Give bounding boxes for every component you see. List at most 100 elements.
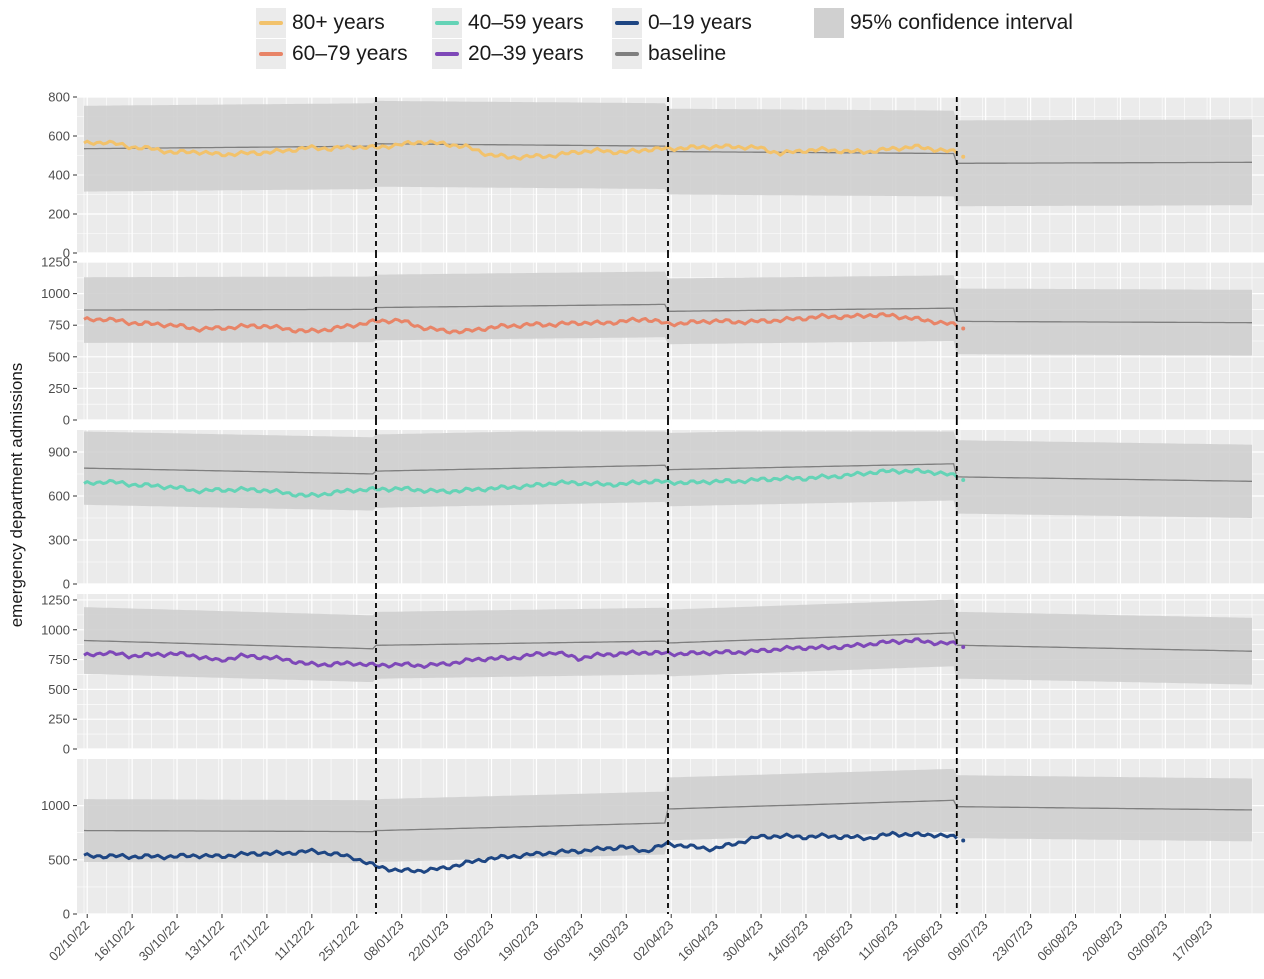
legend-label-80plus: 80+ years — [292, 11, 385, 34]
legend-key-80plus — [256, 8, 286, 38]
x-tick-label: 25/12/22 — [315, 918, 361, 964]
series-line — [83, 139, 377, 158]
legend-item-60-79: 60–79 years — [256, 39, 408, 69]
x-tick-label: 19/03/23 — [585, 918, 631, 964]
x-tick-label: 13/11/22 — [181, 918, 227, 964]
panel-3: 0 250 500 750 1000 1250 — [41, 592, 1264, 757]
y-tick-label: 1000 — [41, 286, 70, 301]
legend-label-40-59: 40–59 years — [468, 11, 584, 34]
series-point — [961, 645, 966, 650]
confidence-band — [376, 431, 668, 508]
y-tick-label: 1000 — [41, 622, 70, 637]
x-tick-label: 03/09/23 — [1124, 918, 1170, 964]
series-line — [667, 312, 958, 328]
baseline-line — [956, 476, 1252, 482]
baseline-line — [668, 632, 958, 646]
baseline-line — [84, 306, 377, 311]
y-tick-label: 300 — [48, 533, 70, 548]
confidence-band — [668, 108, 957, 207]
legend-key-0-19 — [612, 8, 642, 38]
y-tick-label: 600 — [48, 489, 70, 504]
y-tick-label: 400 — [48, 168, 70, 183]
baseline-line — [83, 829, 377, 833]
confidence-band — [668, 599, 957, 679]
x-tick-label: 05/03/23 — [540, 918, 586, 964]
y-tick-label: 900 — [48, 445, 70, 460]
baseline-line — [668, 463, 958, 478]
y-tick-label: 1250 — [41, 592, 70, 607]
series-line — [375, 478, 669, 495]
legend-item-80plus: 80+ years — [256, 8, 385, 38]
y-tick-label: 1000 — [41, 798, 70, 813]
legend-key-40-59 — [432, 8, 462, 38]
x-tick-label: 08/01/23 — [360, 918, 406, 964]
y-tick-label: 750 — [48, 318, 70, 333]
x-tick-label: 23/07/23 — [989, 918, 1035, 964]
series-point — [961, 477, 966, 482]
x-tick-label: 25/06/23 — [899, 918, 945, 964]
x-tick-label: 16/04/23 — [675, 918, 721, 964]
legend-item-20-39: 20–39 years — [432, 39, 584, 69]
y-tick-label: 0 — [63, 577, 70, 592]
panel-1: 0 250 500 750 1000 1250 — [41, 255, 1264, 428]
series-line — [667, 467, 958, 486]
series-line — [375, 139, 669, 161]
x-tick-label: 27/11/22 — [226, 918, 272, 964]
legend-label-60-79: 60–79 years — [292, 42, 408, 65]
baseline-line — [83, 639, 377, 650]
legend-label-0-19: 0–19 years — [648, 11, 752, 34]
x-tick-label: 16/10/22 — [91, 918, 137, 964]
legend-item-ci: 95% confidence interval — [814, 8, 1073, 38]
y-tick-label: 500 — [48, 852, 70, 867]
series-line — [375, 649, 669, 669]
baseline-line — [376, 640, 669, 646]
x-tick-label: 05/02/23 — [450, 918, 496, 964]
baseline-line — [376, 303, 669, 312]
x-tick-label: 17/09/23 — [1169, 918, 1215, 964]
series-line — [375, 840, 669, 874]
y-tick-label: 200 — [48, 207, 70, 222]
y-tick-label: 250 — [48, 381, 70, 396]
baseline-line — [376, 808, 669, 832]
y-tick-label: 0 — [63, 907, 70, 922]
panel-2: 0 300 600 900 — [48, 430, 1264, 592]
legend-key-baseline — [612, 39, 642, 69]
y-tick-label: 250 — [48, 712, 70, 727]
series-line — [83, 316, 377, 334]
series-line — [83, 478, 377, 498]
x-tick-label: 06/08/23 — [1034, 918, 1080, 964]
legend: 80+ years 60–79 years 40–59 years 20–39 … — [0, 0, 1264, 80]
y-tick-label: 800 — [48, 90, 70, 105]
confidence-band — [376, 777, 668, 862]
baseline-line — [668, 799, 958, 810]
series-line — [83, 847, 378, 868]
baseline-line — [956, 161, 1252, 164]
x-tick-label: 30/04/23 — [720, 918, 766, 964]
x-tick-label: 19/02/23 — [495, 918, 541, 964]
x-tick-label: 28/05/23 — [810, 918, 856, 964]
panel-4: 0 500 1000 — [41, 759, 1264, 922]
series-line — [375, 316, 669, 335]
y-tick-label: 750 — [48, 652, 70, 667]
x-tick-label: 20/08/23 — [1079, 918, 1125, 964]
confidence-band — [668, 275, 957, 355]
confidence-band — [84, 100, 376, 192]
legend-key-60-79 — [256, 39, 286, 69]
baseline-line — [83, 467, 377, 475]
series-point — [961, 154, 966, 159]
legend-item-40-59: 40–59 years — [432, 8, 584, 38]
y-tick-label: 500 — [48, 349, 70, 364]
y-tick-label: 0 — [63, 413, 70, 428]
confidence-band — [376, 271, 668, 345]
y-tick-label: 0 — [63, 742, 70, 757]
series-point — [961, 326, 966, 331]
legend-label-20-39: 20–39 years — [468, 42, 584, 65]
legend-item-0-19: 0–19 years — [612, 8, 752, 38]
legend-item-baseline: baseline — [612, 39, 726, 69]
y-tick-label: 500 — [48, 682, 70, 697]
y-tick-label: 600 — [48, 129, 70, 144]
baseline-line — [956, 644, 1252, 652]
x-tick-label: 11/12/22 — [271, 918, 317, 964]
x-tick-label: 11/06/23 — [855, 918, 901, 964]
